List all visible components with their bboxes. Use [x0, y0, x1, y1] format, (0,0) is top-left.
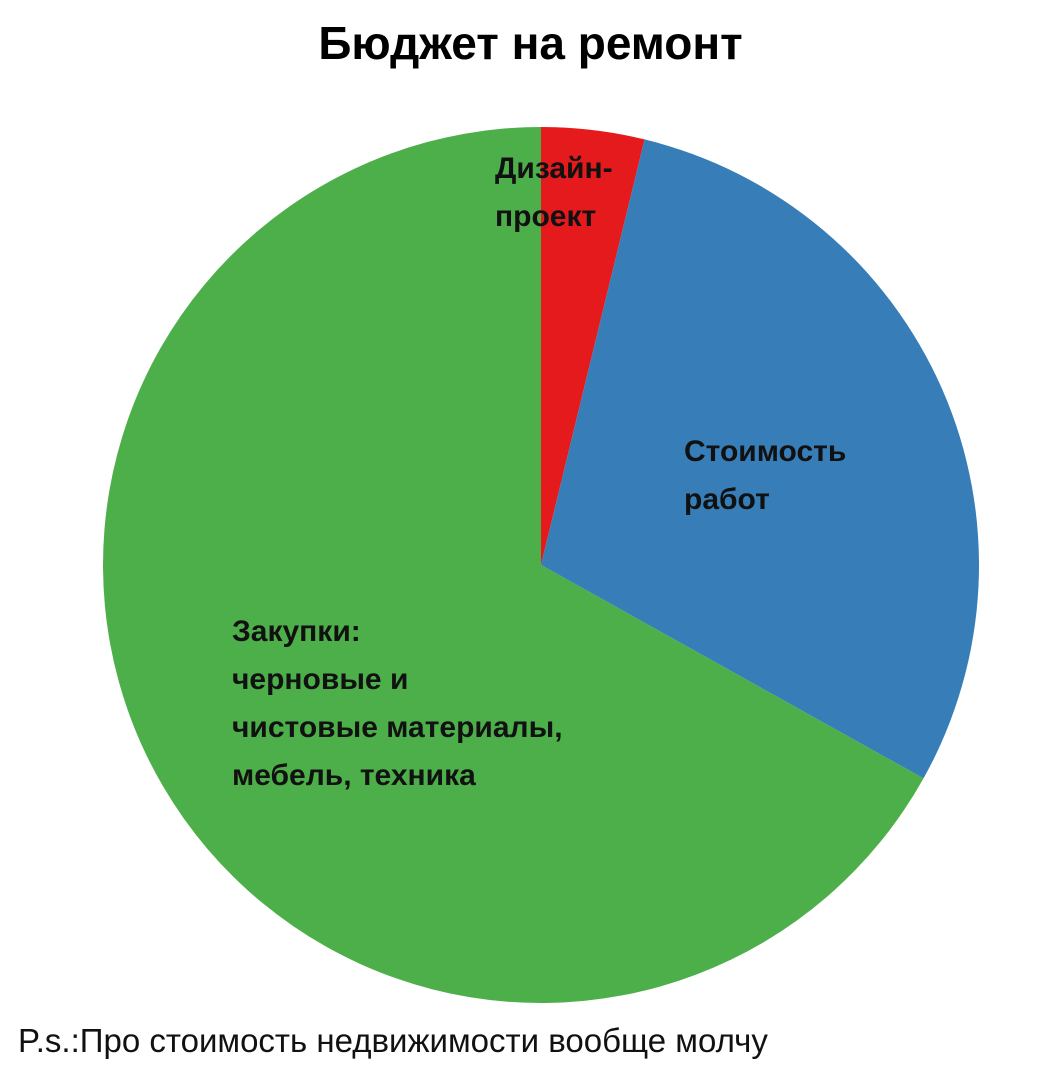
slice-purchases	[103, 127, 924, 1003]
slice-label-line: Стоимость	[684, 435, 847, 468]
footnote: P.s.:Про стоимость недвижимости вообще м…	[18, 1022, 768, 1059]
slice-label-line: работ	[684, 483, 770, 516]
slice-label-line: проект	[495, 200, 597, 233]
slice-label-line: мебель, техника	[232, 759, 476, 792]
slice-label-labor: Стоимость работ	[684, 428, 846, 524]
slice-design	[541, 127, 645, 565]
slice-labor	[541, 139, 980, 779]
chart-title: Бюджет на ремонт	[318, 17, 743, 69]
slice-label-line: черновые и	[232, 663, 409, 696]
slice-label-line: Дизайн-	[495, 152, 613, 185]
slice-label-line: Закупки:	[232, 615, 361, 648]
slice-label-line: чистовые материалы,	[232, 711, 563, 744]
slice-label-purchases: Закупки: черновые и чистовые материалы, …	[232, 608, 563, 800]
slice-label-design: Дизайн- проект	[495, 145, 613, 241]
pie-slices	[103, 127, 980, 1003]
